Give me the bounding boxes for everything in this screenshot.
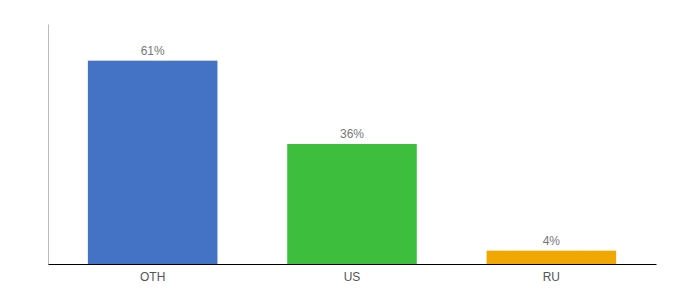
x-tick: OTH [140,264,165,284]
plot-area: OTH US RU 61% 36% 4% [49,25,657,284]
bars [88,61,616,264]
data-label: 4% [543,234,561,248]
x-tick-label: US [344,270,361,284]
data-label: 36% [340,127,364,141]
bar [287,144,417,264]
x-tick-label: RU [543,270,560,284]
y-axis-line [48,25,49,265]
chart: OTH US RU 61% 36% 4% [0,0,680,300]
y-axis [48,25,49,265]
x-axis: OTH US RU [49,264,657,284]
x-axis-line [49,264,657,265]
x-tick: US [344,264,361,284]
data-labels: 61% 36% 4% [141,44,561,248]
data-label: 61% [141,44,165,58]
bar [487,251,617,264]
x-tick: RU [543,264,560,284]
bar [88,61,218,264]
x-tick-label: OTH [140,270,165,284]
